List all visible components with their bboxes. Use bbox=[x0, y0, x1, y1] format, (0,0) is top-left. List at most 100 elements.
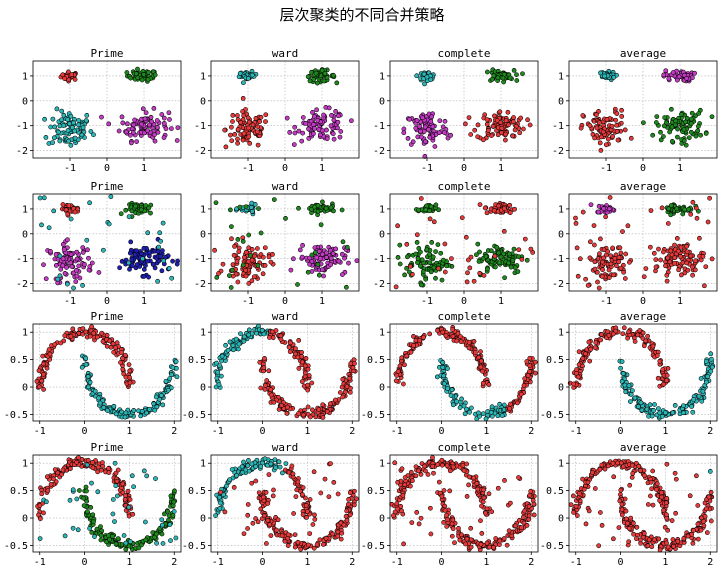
y-tick-label: 1 bbox=[379, 328, 385, 339]
panel-title: average bbox=[620, 441, 666, 454]
data-point bbox=[345, 502, 351, 507]
data-point bbox=[505, 109, 511, 115]
data-point bbox=[241, 80, 246, 86]
data-point bbox=[526, 513, 532, 519]
data-point bbox=[690, 409, 696, 415]
data-point bbox=[483, 253, 489, 259]
data-point bbox=[268, 461, 274, 467]
data-point bbox=[395, 255, 401, 260]
data-point bbox=[675, 126, 680, 132]
data-point bbox=[87, 333, 93, 339]
data-point bbox=[428, 119, 434, 124]
data-point bbox=[439, 462, 445, 468]
data-point bbox=[38, 516, 43, 522]
data-point bbox=[333, 109, 338, 114]
data-point bbox=[508, 264, 514, 270]
data-point bbox=[651, 250, 657, 256]
data-point bbox=[165, 387, 171, 393]
data-point bbox=[497, 538, 503, 544]
data-point bbox=[331, 72, 336, 78]
data-point bbox=[511, 119, 516, 125]
data-point bbox=[141, 468, 147, 474]
data-point bbox=[596, 120, 602, 126]
data-point bbox=[459, 532, 464, 538]
data-point bbox=[516, 475, 521, 480]
points bbox=[212, 197, 360, 290]
data-point bbox=[268, 533, 274, 538]
data-point bbox=[525, 373, 531, 378]
data-point bbox=[484, 210, 490, 216]
data-point bbox=[669, 139, 675, 144]
data-point bbox=[664, 278, 670, 284]
data-point bbox=[291, 256, 296, 262]
data-point bbox=[527, 122, 533, 128]
data-point bbox=[277, 464, 283, 470]
data-point bbox=[320, 415, 326, 420]
points bbox=[393, 325, 538, 422]
data-point bbox=[165, 509, 171, 514]
data-point bbox=[174, 374, 180, 380]
data-point bbox=[695, 128, 701, 134]
data-point bbox=[149, 119, 155, 125]
data-point bbox=[168, 493, 174, 499]
data-point bbox=[256, 206, 261, 211]
data-point bbox=[331, 480, 337, 485]
data-point bbox=[442, 269, 448, 275]
data-point bbox=[330, 131, 336, 137]
data-point bbox=[158, 238, 163, 244]
data-point bbox=[106, 533, 111, 538]
data-point bbox=[619, 359, 625, 364]
data-point bbox=[608, 253, 613, 259]
data-point bbox=[262, 356, 267, 361]
y-tick-label: 0 bbox=[379, 96, 385, 107]
data-point bbox=[148, 210, 153, 216]
data-point bbox=[464, 494, 470, 499]
data-point bbox=[622, 127, 628, 133]
data-point bbox=[520, 514, 526, 520]
data-point bbox=[120, 120, 126, 126]
data-point bbox=[402, 475, 408, 480]
data-point bbox=[315, 262, 321, 267]
data-point bbox=[170, 513, 176, 518]
data-point bbox=[638, 468, 643, 473]
data-point bbox=[105, 408, 110, 413]
data-point bbox=[271, 399, 277, 405]
data-point bbox=[408, 349, 414, 355]
data-point bbox=[456, 526, 461, 531]
data-point bbox=[644, 406, 650, 412]
data-point bbox=[657, 410, 663, 416]
data-point bbox=[663, 263, 668, 269]
data-point bbox=[262, 456, 268, 462]
data-point bbox=[48, 481, 54, 487]
data-point bbox=[113, 411, 119, 417]
x-tick-label: 2 bbox=[171, 426, 177, 437]
data-point bbox=[96, 395, 101, 401]
data-point bbox=[527, 363, 533, 369]
data-point bbox=[477, 202, 483, 207]
data-point bbox=[478, 541, 484, 547]
data-point bbox=[89, 530, 95, 535]
data-point bbox=[314, 255, 320, 260]
data-point bbox=[688, 116, 694, 122]
data-point bbox=[115, 467, 121, 473]
data-point bbox=[681, 138, 687, 144]
data-point bbox=[340, 376, 346, 382]
data-point bbox=[606, 275, 612, 280]
data-point bbox=[59, 117, 64, 123]
data-point bbox=[621, 269, 626, 275]
scatter-panel: ward-1 0 1 2-0.500.51 bbox=[182, 441, 360, 568]
data-point bbox=[101, 405, 107, 410]
data-point bbox=[84, 237, 90, 243]
data-point bbox=[684, 75, 689, 81]
data-point bbox=[348, 361, 354, 366]
x-tick-label: -1 bbox=[34, 557, 46, 568]
data-point bbox=[51, 135, 57, 141]
data-point bbox=[312, 517, 318, 522]
data-point bbox=[240, 109, 245, 114]
data-point bbox=[48, 249, 53, 254]
data-point bbox=[422, 124, 428, 130]
data-point bbox=[214, 275, 220, 280]
data-point bbox=[654, 487, 659, 492]
data-point bbox=[423, 207, 429, 213]
data-point bbox=[426, 127, 431, 132]
